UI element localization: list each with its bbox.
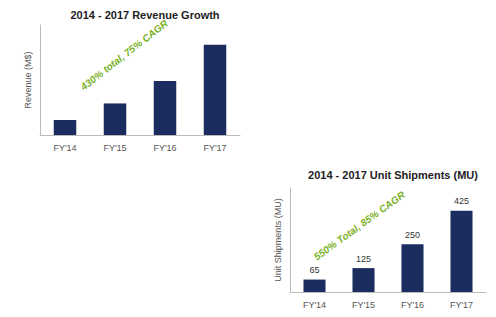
svg-text:FY'15: FY'15: [103, 143, 126, 153]
svg-text:425: 425: [454, 196, 469, 206]
svg-text:2014 - 2017 Revenue Growth: 2014 - 2017 Revenue Growth: [70, 9, 219, 21]
svg-text:FY'16: FY'16: [153, 143, 176, 153]
svg-text:550% Total, 85% CAGR: 550% Total, 85% CAGR: [312, 189, 408, 263]
svg-text:FY'17: FY'17: [203, 143, 226, 153]
svg-text:250: 250: [405, 230, 420, 240]
svg-text:Unit Shipments (MU): Unit Shipments (MU): [273, 198, 283, 282]
svg-text:2014 - 2017 Unit Shipments (MU: 2014 - 2017 Unit Shipments (MU): [308, 169, 478, 181]
svg-text:430% total, 75% CAGR: 430% total, 75% CAGR: [78, 17, 171, 93]
svg-text:FY'14: FY'14: [303, 300, 326, 310]
svg-text:65: 65: [309, 265, 319, 275]
svg-text:FY'16: FY'16: [401, 300, 424, 310]
svg-text:125: 125: [356, 254, 371, 264]
svg-text:Revenue (M$): Revenue (M$): [23, 51, 33, 108]
svg-text:FY'17: FY'17: [450, 300, 473, 310]
svg-text:FY'14: FY'14: [53, 143, 76, 153]
svg-text:FY'15: FY'15: [352, 300, 375, 310]
